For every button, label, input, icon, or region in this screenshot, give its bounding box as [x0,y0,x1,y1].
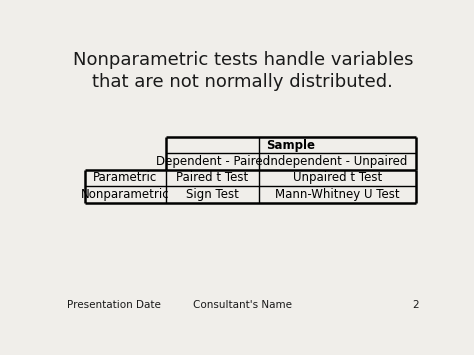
Text: Consultant's Name: Consultant's Name [193,300,292,311]
Text: Unpaired t Test: Unpaired t Test [293,171,382,184]
Text: Independent - Unpaired: Independent - Unpaired [267,155,408,168]
Text: 2: 2 [413,300,419,311]
Text: Presentation Date: Presentation Date [66,300,161,311]
Text: Nonparametric: Nonparametric [81,188,170,201]
Text: Nonparametric tests handle variables
that are not normally distributed.: Nonparametric tests handle variables tha… [73,51,413,91]
Text: Dependent - Paired: Dependent - Paired [155,155,270,168]
Text: Mann-Whitney U Test: Mann-Whitney U Test [275,188,400,201]
Text: Sample: Sample [266,138,315,152]
Text: Paired t Test: Paired t Test [176,171,249,184]
Text: Sign Test: Sign Test [186,188,239,201]
Text: Parametric: Parametric [93,171,157,184]
